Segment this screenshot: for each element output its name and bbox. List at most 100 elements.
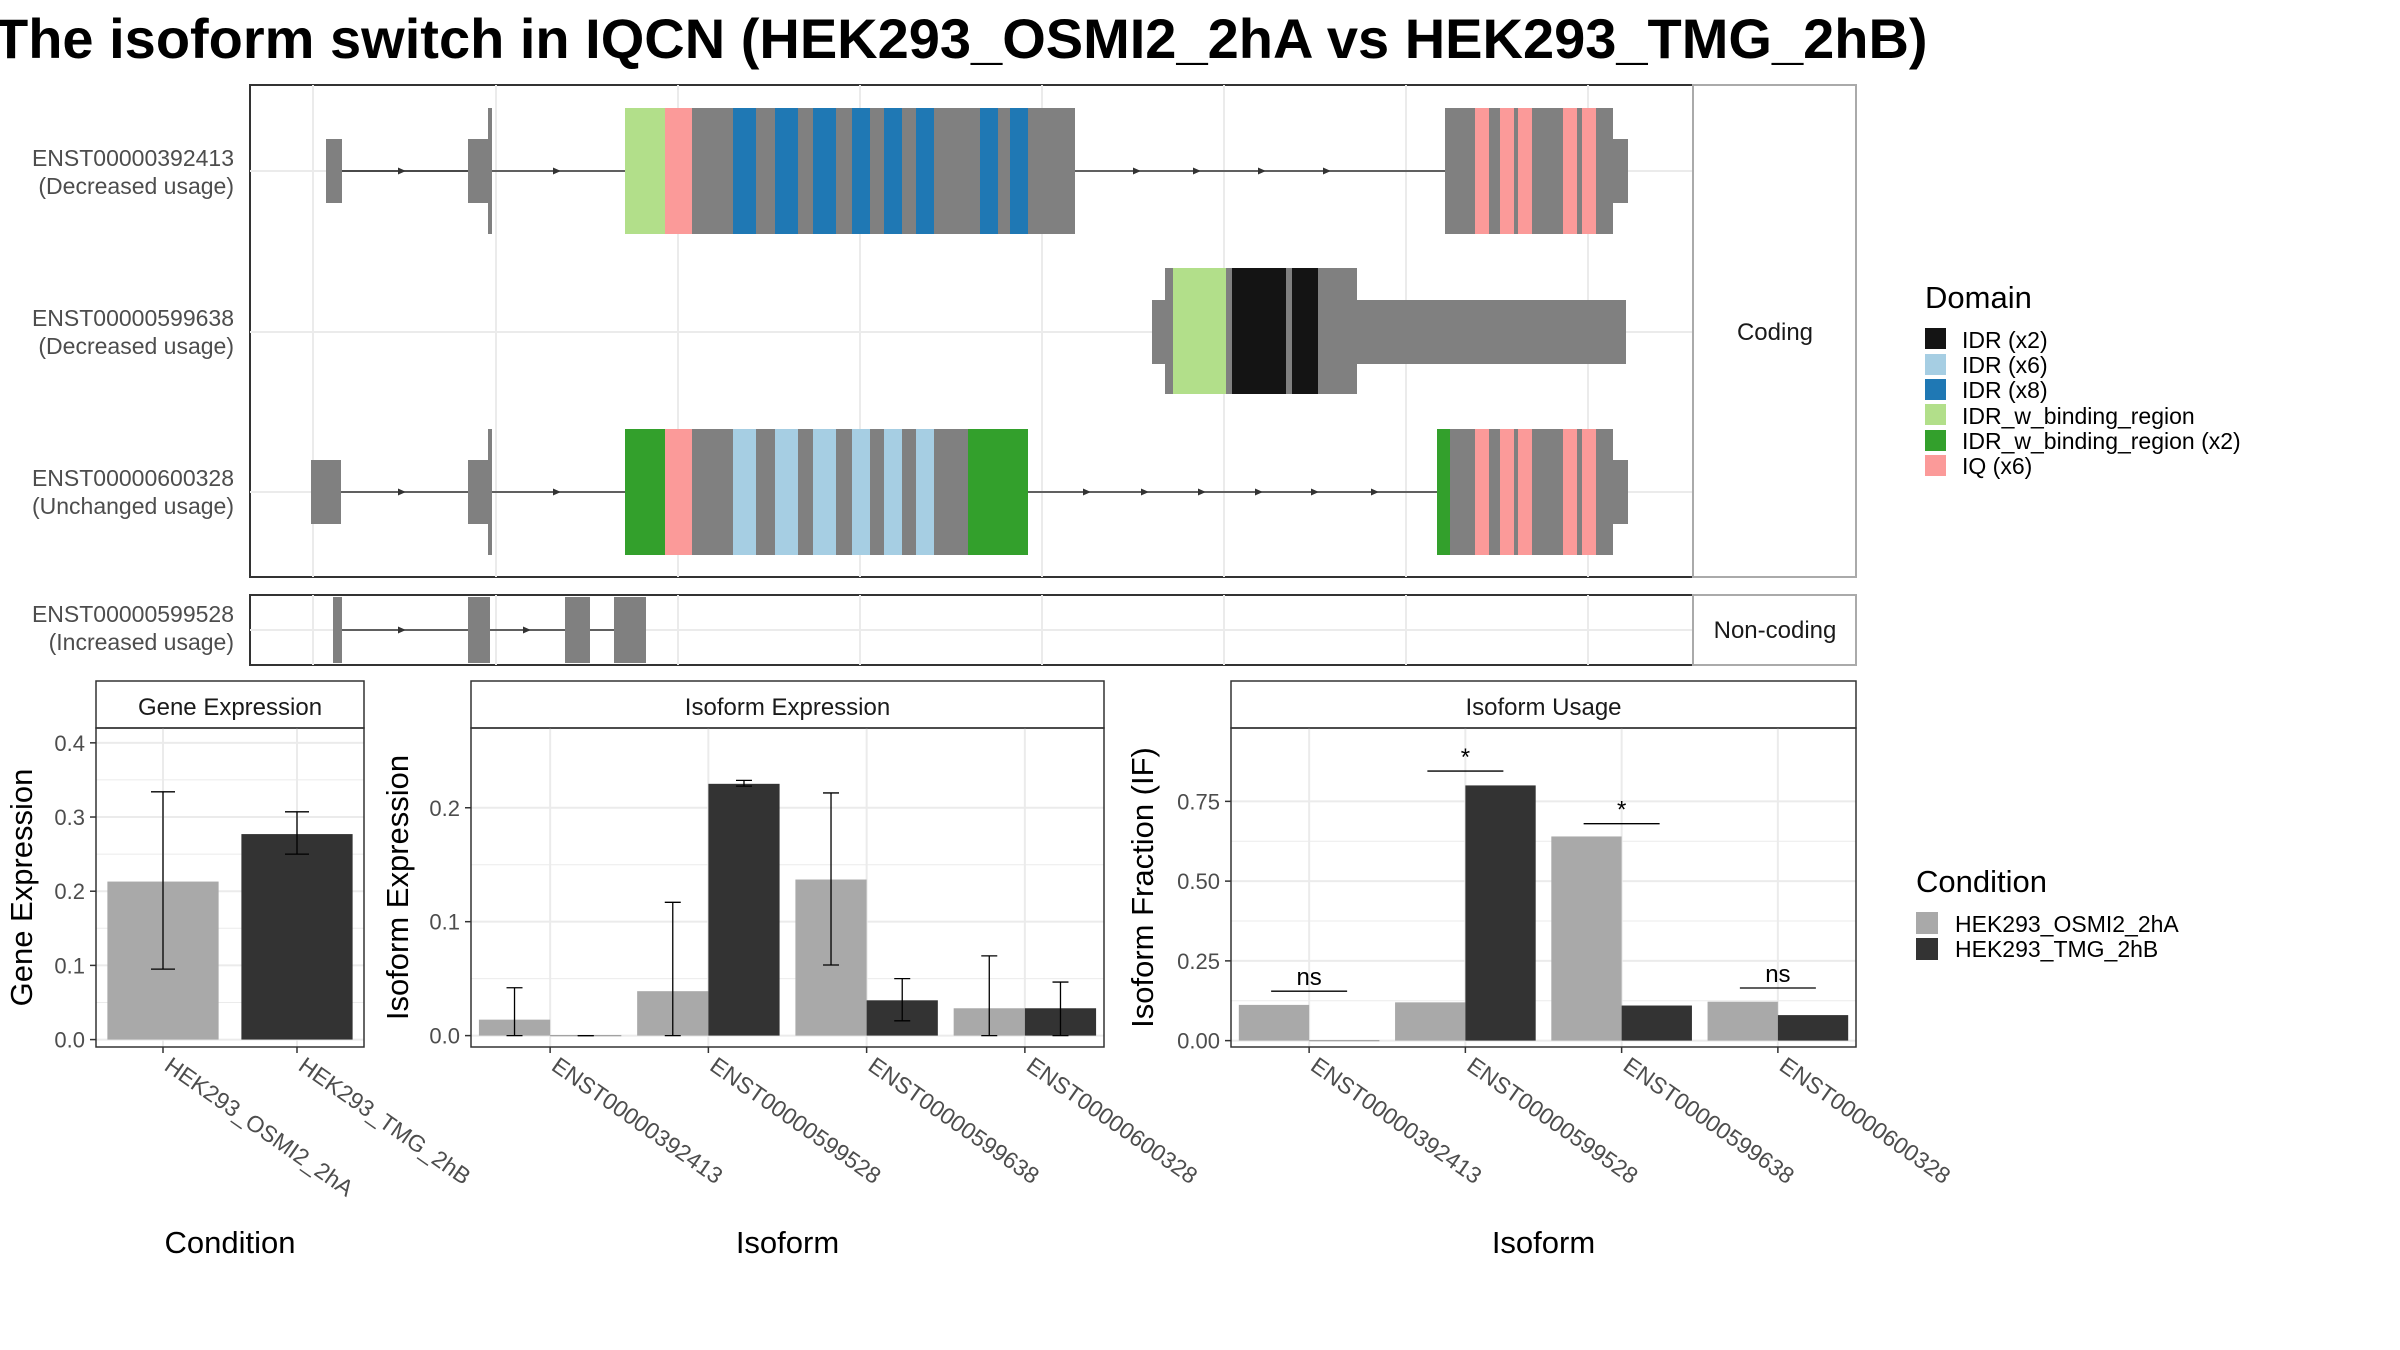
exon-block xyxy=(333,597,342,663)
panel-border xyxy=(470,727,1105,1048)
domain-idr-binding-x2 xyxy=(625,429,665,555)
domain-idr-binding xyxy=(1173,268,1226,394)
bar-cond-b xyxy=(1777,1015,1849,1041)
domain-idr-x6 xyxy=(775,429,798,555)
bar-cond-a xyxy=(1395,1002,1466,1041)
x-axis-title: Condition xyxy=(165,1225,296,1260)
domain-iq xyxy=(1563,429,1577,555)
panel-strip xyxy=(1230,680,1857,729)
bar-cond-b xyxy=(241,834,353,1040)
domain-legend: Domain IDR (x2) IDR (x6) IDR (x8) IDR_w_… xyxy=(1925,280,2241,479)
isoform-label-usage: (Decreased usage) xyxy=(38,333,234,359)
x-tick-label: ENST00000600328 xyxy=(1775,1052,1955,1189)
exon-block xyxy=(468,597,490,663)
significance-label: * xyxy=(1461,744,1470,771)
domain-idr-x8 xyxy=(775,108,798,234)
bar-cond-b xyxy=(708,783,780,1036)
x-axis-title: Isoform xyxy=(1492,1225,1595,1260)
exon-block xyxy=(565,597,590,663)
y-tick-label: 0.25 xyxy=(1177,949,1220,974)
bar-cond-a xyxy=(1707,1001,1778,1041)
legend-label: IDR (x8) xyxy=(1962,377,2048,403)
transcript-ENST00000599638 xyxy=(1152,268,1626,394)
y-tick-label: 0.3 xyxy=(54,805,85,830)
isoform-label-id: ENST00000392413 xyxy=(32,145,234,171)
x-tick-label: ENST00000392413 xyxy=(547,1052,727,1189)
y-tick-label: 0.4 xyxy=(54,731,85,756)
panel-title: Isoform Expression xyxy=(685,694,890,721)
domain-idr-x8 xyxy=(852,108,870,234)
legend-label: IQ (x6) xyxy=(1962,453,2032,479)
panel-strip xyxy=(470,680,1105,729)
bar-cond-b xyxy=(1309,1040,1380,1042)
legend-swatch-cond-a xyxy=(1916,912,1938,934)
domain-idr-x6 xyxy=(733,429,756,555)
domain-idr-x8 xyxy=(884,108,902,234)
y-tick-label: 0.2 xyxy=(54,879,85,904)
x-tick-label: ENST00000599638 xyxy=(1619,1052,1799,1189)
y-axis-title: Isoform Fraction (IF) xyxy=(1125,747,1160,1028)
domain-idr-x8 xyxy=(813,108,836,234)
bar-panel-2: Isoform Usage 0.00 0.25 0.50 0.75 ns * * ns ENST0… xyxy=(1125,680,1955,1260)
page-title: The isoform switch in IQCN (HEK293_OSMI2… xyxy=(0,7,1928,70)
x-tick-label: ENST00000599528 xyxy=(706,1052,886,1189)
panel-strip xyxy=(95,680,365,729)
domain-idr-x8 xyxy=(1010,108,1028,234)
domain-idr-binding xyxy=(625,108,665,234)
isoform-label-usage: (Unchanged usage) xyxy=(32,493,234,519)
domain-iq xyxy=(665,108,692,234)
y-tick-label: 0.0 xyxy=(429,1024,460,1049)
bar-cond-a xyxy=(1551,836,1622,1041)
bar-panel-1: Isoform Expression 0.0 0.1 0.2 ENST000003924… xyxy=(380,680,1202,1260)
condition-legend-title: Condition xyxy=(1916,864,2047,899)
domain-idr-binding-x2 xyxy=(1437,429,1450,555)
domain-idr-x6 xyxy=(884,429,902,555)
legend-swatch xyxy=(1925,455,1946,476)
significance-label: ns xyxy=(1765,961,1790,988)
panel-border xyxy=(1230,727,1857,1048)
isoform-row-labels: ENST00000392413 (Decreased usage) ENST00… xyxy=(32,145,234,655)
y-tick-label: 0.1 xyxy=(54,953,85,978)
exon-block xyxy=(468,139,490,203)
domain-idr-x6 xyxy=(916,429,934,555)
significance-label: * xyxy=(1617,797,1626,824)
bar-cond-b xyxy=(1465,785,1536,1041)
facet-label-noncoding: Non-coding xyxy=(1714,617,1837,644)
legend-label: IDR (x6) xyxy=(1962,352,2048,378)
transcript-ENST00000599528 xyxy=(333,597,646,663)
legend-swatch-cond-b xyxy=(1916,938,1938,960)
domain-iq xyxy=(1500,429,1514,555)
exon-utr xyxy=(1355,300,1626,364)
x-tick-label: ENST00000599638 xyxy=(864,1052,1044,1189)
isoform-label-id: ENST00000599638 xyxy=(32,305,234,331)
exon-block xyxy=(488,429,492,555)
legend-label: IDR_w_binding_region (x2) xyxy=(1962,428,2241,454)
y-tick-label: 0.1 xyxy=(429,910,460,935)
exon-cds xyxy=(625,108,1075,234)
domain-idr-x8 xyxy=(733,108,756,234)
y-tick-label: 0.0 xyxy=(54,1028,85,1053)
exon-utr xyxy=(1611,460,1628,524)
legend-label: HEK293_OSMI2_2hA xyxy=(1955,911,2179,937)
legend-label: IDR (x2) xyxy=(1962,327,2048,353)
domain-idr-x8 xyxy=(980,108,998,234)
x-tick-label: ENST00000392413 xyxy=(1306,1052,1486,1189)
isoform-label-id: ENST00000600328 xyxy=(32,465,234,491)
domain-idr-x6 xyxy=(813,429,836,555)
domain-iq xyxy=(1500,108,1514,234)
domain-idr-x6 xyxy=(852,429,870,555)
transcript-ENST00000392413 xyxy=(326,108,1628,234)
domain-iq xyxy=(1582,429,1596,555)
legend-swatch xyxy=(1925,404,1946,425)
exon-utr xyxy=(1611,139,1628,203)
bar-chart-panels: Gene Expression0.00.10.20.30.4HEK293_OSM… xyxy=(4,680,1955,1260)
x-tick-label: ENST00000600328 xyxy=(1022,1052,1202,1189)
legend-swatch xyxy=(1925,328,1946,349)
isoform-label-id: ENST00000599528 xyxy=(32,601,234,627)
domain-iq xyxy=(1518,429,1532,555)
domain-iq xyxy=(1582,108,1596,234)
domain-idr-x8 xyxy=(916,108,934,234)
legend-swatch xyxy=(1925,430,1946,451)
y-tick-label: 0.2 xyxy=(429,796,460,821)
domain-idr-x2 xyxy=(1292,268,1318,394)
